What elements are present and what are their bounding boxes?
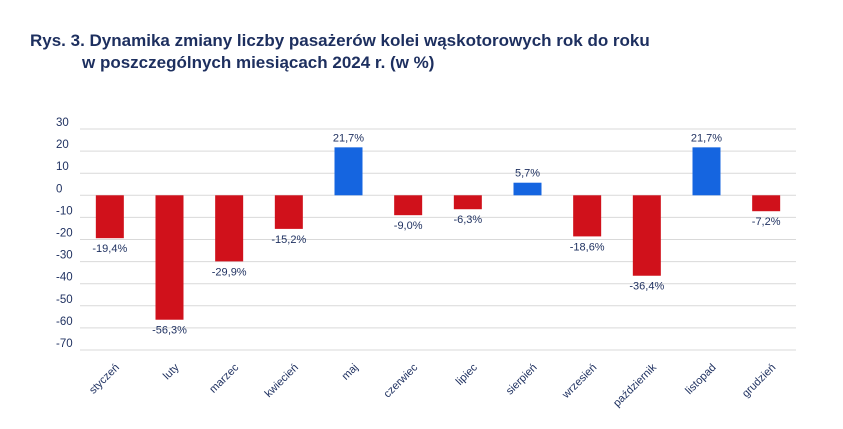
chart-title-line-2: w poszczególnych miesiącach 2024 r. (w %… xyxy=(82,53,435,72)
category-label: luty xyxy=(161,361,182,382)
bar xyxy=(692,147,721,196)
y-tick-label: -20 xyxy=(56,228,73,240)
y-tick-label: 20 xyxy=(56,139,69,151)
category-label: kwiecień xyxy=(263,362,301,400)
category-label: wrzesień xyxy=(559,362,599,402)
bar xyxy=(453,195,482,210)
data-label: -6,3% xyxy=(453,214,482,226)
bar xyxy=(513,182,542,196)
bar xyxy=(573,195,602,237)
category-label: grudzień xyxy=(740,362,778,400)
y-tick-label: 10 xyxy=(56,161,69,173)
category-label: sierpień xyxy=(504,362,540,398)
data-label: -29,9% xyxy=(212,266,247,278)
chart-title-line-1: Rys. 3. Dynamika zmiany liczby pasażerów… xyxy=(30,31,650,50)
y-tick-label: -50 xyxy=(56,294,73,306)
category-label: listopad xyxy=(683,362,718,397)
data-label: -56,3% xyxy=(152,325,187,337)
category-label: maj xyxy=(340,362,361,383)
category-label: styczeń xyxy=(87,362,122,397)
data-label: -19,4% xyxy=(92,243,127,255)
bar xyxy=(274,195,303,229)
category-label: marzec xyxy=(207,361,241,395)
data-label: 21,7% xyxy=(691,132,722,144)
bar xyxy=(632,195,661,276)
category-label: czerwiec xyxy=(382,361,421,400)
y-tick-label: -30 xyxy=(56,250,73,262)
y-tick-label: 30 xyxy=(56,117,69,129)
bar xyxy=(334,147,363,196)
y-tick-label: -60 xyxy=(56,316,73,328)
y-tick-label: -70 xyxy=(56,338,73,350)
bar xyxy=(155,195,184,320)
data-label: 21,7% xyxy=(333,132,364,144)
y-tick-label: 0 xyxy=(56,183,62,195)
bar xyxy=(215,195,244,262)
category-label: lipiec xyxy=(454,361,481,388)
bar xyxy=(394,195,423,216)
y-tick-label: -10 xyxy=(56,205,73,217)
category-label: październik xyxy=(611,361,659,409)
gridlines xyxy=(80,128,796,351)
data-labels: -19,4% -56,3% -29,9% -15,2% 21,7% -9,0% -6,3% 5… xyxy=(92,132,780,336)
bar xyxy=(752,195,781,212)
bar xyxy=(95,195,124,239)
y-axis-ticks: 30 20 10 0 -10 -20 -30 -40 -50 -60 -70 xyxy=(56,117,73,350)
data-label: -15,2% xyxy=(271,234,306,246)
data-label: -36,4% xyxy=(629,281,664,293)
data-label: 5,7% xyxy=(515,168,540,180)
y-tick-label: -40 xyxy=(56,272,73,284)
data-label: -9,0% xyxy=(394,220,423,232)
category-labels: styczeń luty marzec kwiecień maj czerwiec lipi… xyxy=(87,361,778,409)
chart-title: Rys. 3. Dynamika zmiany liczby pasażerów… xyxy=(30,30,650,74)
bars xyxy=(95,147,781,320)
data-label: -18,6% xyxy=(570,241,605,253)
data-label: -7,2% xyxy=(752,216,781,228)
